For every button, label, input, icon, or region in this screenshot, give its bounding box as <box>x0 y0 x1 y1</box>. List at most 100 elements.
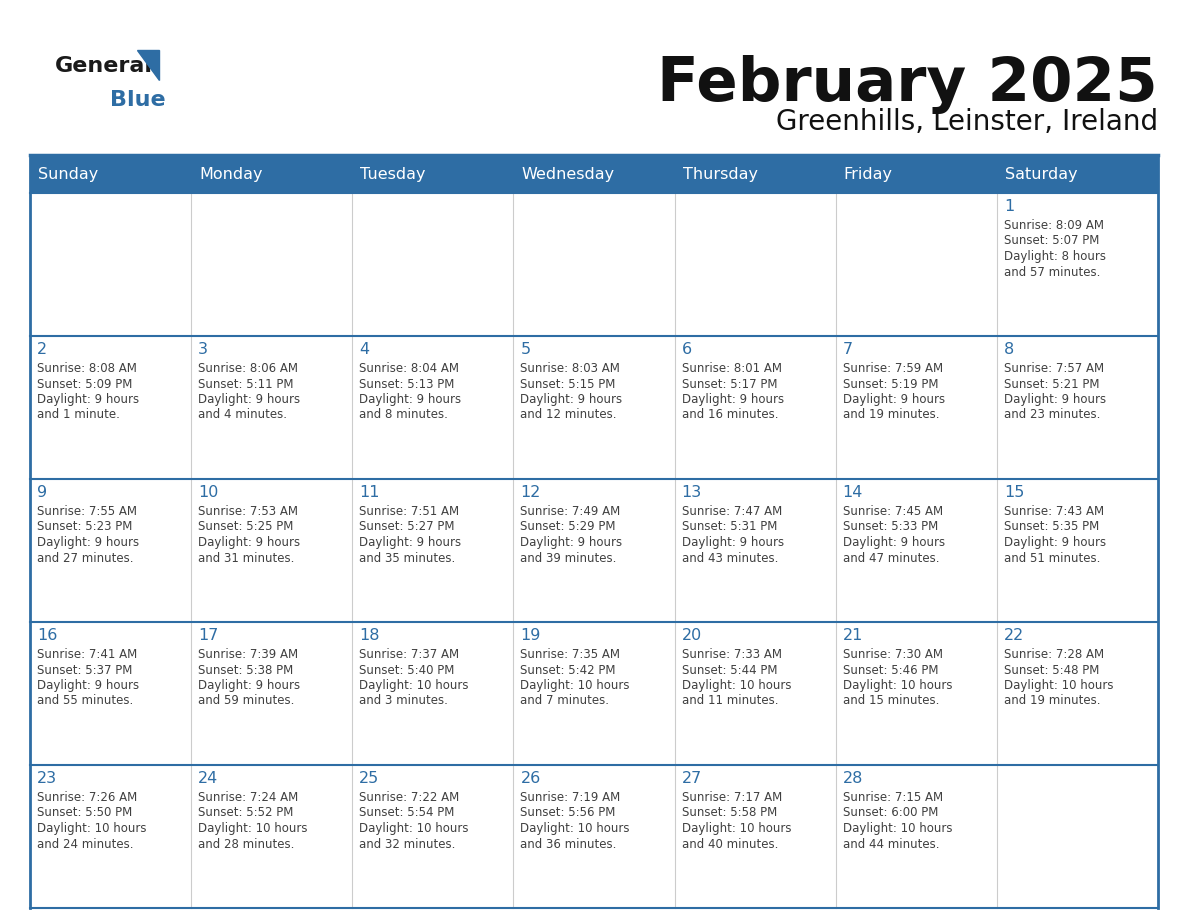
Text: Daylight: 10 hours: Daylight: 10 hours <box>198 822 308 835</box>
Text: Daylight: 10 hours: Daylight: 10 hours <box>359 679 469 692</box>
Text: Sunset: 5:54 PM: Sunset: 5:54 PM <box>359 807 455 820</box>
Bar <box>835 622 997 765</box>
Bar <box>835 155 997 193</box>
Text: Daylight: 9 hours: Daylight: 9 hours <box>520 393 623 406</box>
Bar <box>513 765 675 908</box>
Text: and 7 minutes.: and 7 minutes. <box>520 695 609 708</box>
Text: Sunrise: 8:08 AM: Sunrise: 8:08 AM <box>37 362 137 375</box>
Text: 19: 19 <box>520 628 541 643</box>
Bar <box>191 155 353 193</box>
Text: Sunrise: 7:37 AM: Sunrise: 7:37 AM <box>359 648 460 661</box>
Bar <box>675 479 835 622</box>
Text: Daylight: 10 hours: Daylight: 10 hours <box>359 822 469 835</box>
Text: Daylight: 10 hours: Daylight: 10 hours <box>520 822 630 835</box>
Text: Sunset: 5:48 PM: Sunset: 5:48 PM <box>1004 664 1099 677</box>
Text: Sunrise: 7:24 AM: Sunrise: 7:24 AM <box>198 791 298 804</box>
Text: and 55 minutes.: and 55 minutes. <box>37 695 133 708</box>
Bar <box>30 479 191 622</box>
Text: Daylight: 9 hours: Daylight: 9 hours <box>198 393 301 406</box>
Text: 6: 6 <box>682 342 691 357</box>
Bar <box>353 193 513 336</box>
Text: and 19 minutes.: and 19 minutes. <box>842 409 940 421</box>
Text: Daylight: 9 hours: Daylight: 9 hours <box>198 536 301 549</box>
Text: Tuesday: Tuesday <box>360 166 425 182</box>
Text: and 11 minutes.: and 11 minutes. <box>682 695 778 708</box>
Bar <box>353 336 513 479</box>
Text: Daylight: 9 hours: Daylight: 9 hours <box>1004 536 1106 549</box>
Bar <box>997 155 1158 193</box>
Text: Sunset: 5:56 PM: Sunset: 5:56 PM <box>520 807 615 820</box>
Text: Daylight: 10 hours: Daylight: 10 hours <box>842 679 953 692</box>
Text: 20: 20 <box>682 628 702 643</box>
Text: Daylight: 9 hours: Daylight: 9 hours <box>359 393 461 406</box>
Text: Sunset: 5:09 PM: Sunset: 5:09 PM <box>37 377 132 390</box>
Text: Sunrise: 7:45 AM: Sunrise: 7:45 AM <box>842 505 943 518</box>
Text: Sunrise: 7:47 AM: Sunrise: 7:47 AM <box>682 505 782 518</box>
Text: Sunrise: 7:59 AM: Sunrise: 7:59 AM <box>842 362 943 375</box>
Text: 27: 27 <box>682 771 702 786</box>
Text: Sunset: 5:25 PM: Sunset: 5:25 PM <box>198 521 293 533</box>
Bar <box>997 479 1158 622</box>
Text: Monday: Monday <box>200 166 263 182</box>
Bar <box>835 765 997 908</box>
Text: Sunrise: 7:30 AM: Sunrise: 7:30 AM <box>842 648 943 661</box>
Text: Daylight: 10 hours: Daylight: 10 hours <box>37 822 146 835</box>
Text: Sunset: 5:19 PM: Sunset: 5:19 PM <box>842 377 939 390</box>
Text: Daylight: 9 hours: Daylight: 9 hours <box>520 536 623 549</box>
Text: Sunrise: 7:22 AM: Sunrise: 7:22 AM <box>359 791 460 804</box>
Text: Sunrise: 7:55 AM: Sunrise: 7:55 AM <box>37 505 137 518</box>
Text: Sunrise: 8:01 AM: Sunrise: 8:01 AM <box>682 362 782 375</box>
Bar <box>191 622 353 765</box>
Text: Wednesday: Wednesday <box>522 166 614 182</box>
Text: Sunrise: 7:15 AM: Sunrise: 7:15 AM <box>842 791 943 804</box>
Polygon shape <box>137 50 159 80</box>
Bar <box>30 765 191 908</box>
Text: Sunset: 5:38 PM: Sunset: 5:38 PM <box>198 664 293 677</box>
Text: Sunset: 5:50 PM: Sunset: 5:50 PM <box>37 807 132 820</box>
Text: and 47 minutes.: and 47 minutes. <box>842 552 940 565</box>
Bar <box>997 336 1158 479</box>
Bar <box>191 193 353 336</box>
Text: and 28 minutes.: and 28 minutes. <box>198 837 295 850</box>
Text: 11: 11 <box>359 485 380 500</box>
Bar <box>30 336 191 479</box>
Text: Sunset: 5:42 PM: Sunset: 5:42 PM <box>520 664 615 677</box>
Bar <box>353 622 513 765</box>
Text: Sunrise: 7:41 AM: Sunrise: 7:41 AM <box>37 648 138 661</box>
Text: Sunrise: 7:49 AM: Sunrise: 7:49 AM <box>520 505 620 518</box>
Text: and 39 minutes.: and 39 minutes. <box>520 552 617 565</box>
Bar <box>30 193 191 336</box>
Text: Blue: Blue <box>110 90 165 110</box>
Text: 8: 8 <box>1004 342 1015 357</box>
Text: and 1 minute.: and 1 minute. <box>37 409 120 421</box>
Text: Sunrise: 8:06 AM: Sunrise: 8:06 AM <box>198 362 298 375</box>
Text: Sunrise: 8:09 AM: Sunrise: 8:09 AM <box>1004 219 1104 232</box>
Text: Sunrise: 7:19 AM: Sunrise: 7:19 AM <box>520 791 620 804</box>
Text: and 31 minutes.: and 31 minutes. <box>198 552 295 565</box>
Text: and 44 minutes.: and 44 minutes. <box>842 837 940 850</box>
Text: Sunset: 5:13 PM: Sunset: 5:13 PM <box>359 377 455 390</box>
Text: Sunset: 5:44 PM: Sunset: 5:44 PM <box>682 664 777 677</box>
Text: Sunset: 5:33 PM: Sunset: 5:33 PM <box>842 521 939 533</box>
Text: 1: 1 <box>1004 199 1015 214</box>
Text: and 40 minutes.: and 40 minutes. <box>682 837 778 850</box>
Text: 13: 13 <box>682 485 702 500</box>
Bar <box>675 193 835 336</box>
Bar <box>997 193 1158 336</box>
Bar <box>353 155 513 193</box>
Text: and 16 minutes.: and 16 minutes. <box>682 409 778 421</box>
Text: and 35 minutes.: and 35 minutes. <box>359 552 455 565</box>
Bar <box>997 765 1158 908</box>
Text: Sunset: 5:21 PM: Sunset: 5:21 PM <box>1004 377 1099 390</box>
Text: Sunset: 5:17 PM: Sunset: 5:17 PM <box>682 377 777 390</box>
Text: Daylight: 10 hours: Daylight: 10 hours <box>682 679 791 692</box>
Text: Sunday: Sunday <box>38 166 99 182</box>
Text: Sunset: 5:29 PM: Sunset: 5:29 PM <box>520 521 615 533</box>
Text: and 32 minutes.: and 32 minutes. <box>359 837 456 850</box>
Text: 21: 21 <box>842 628 864 643</box>
Bar <box>353 479 513 622</box>
Text: Friday: Friday <box>843 166 892 182</box>
Text: Daylight: 9 hours: Daylight: 9 hours <box>682 393 784 406</box>
Bar <box>30 622 191 765</box>
Text: 4: 4 <box>359 342 369 357</box>
